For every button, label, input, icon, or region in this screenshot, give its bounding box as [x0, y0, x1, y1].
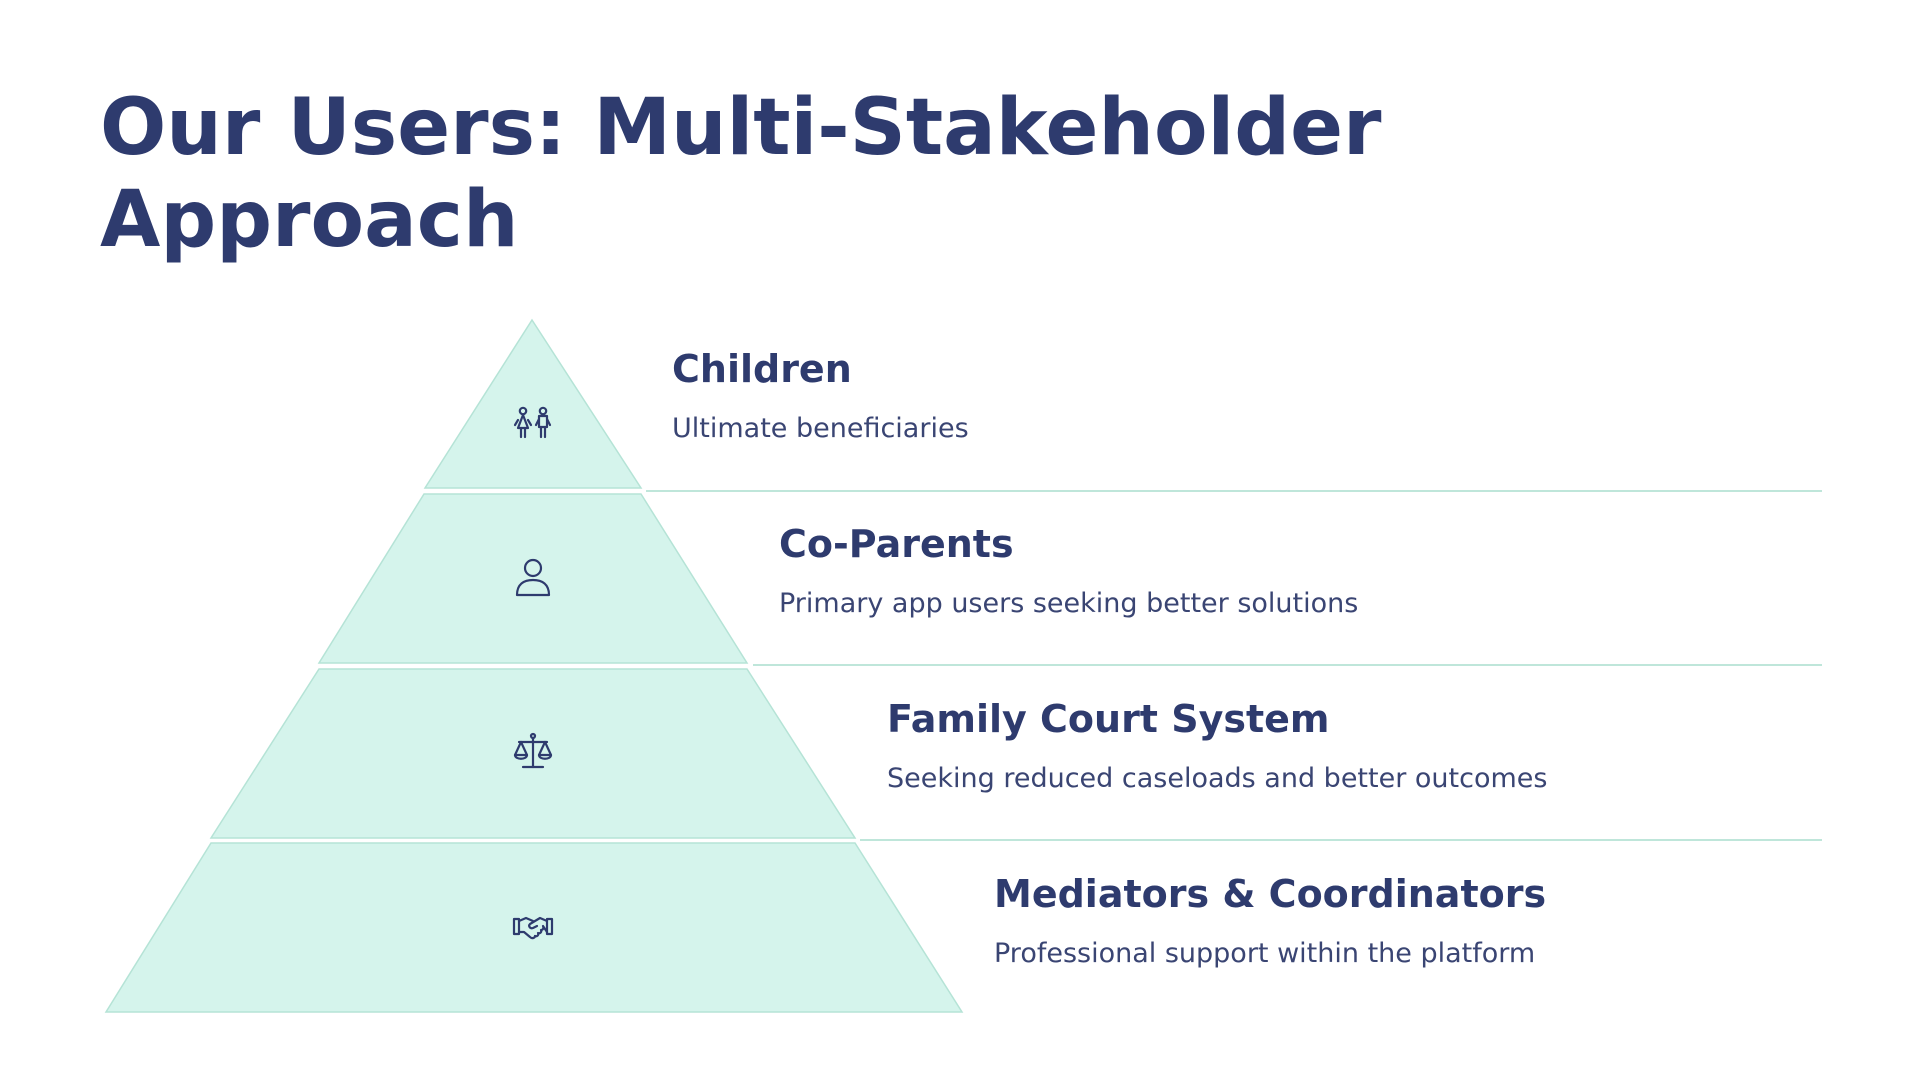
- slide-title: Our Users: Multi-Stakeholder Approach: [100, 83, 1382, 265]
- scales-of-justice-icon: [511, 730, 555, 774]
- children-icon: [511, 403, 555, 447]
- tier-text-children: Children Ultimate beneficiaries: [672, 346, 969, 446]
- person-icon: [511, 555, 555, 599]
- tier-heading-mediators: Mediators & Coordinators: [994, 872, 1547, 916]
- tier-text-co-parents: Co-Parents Primary app users seeking bet…: [779, 521, 1358, 621]
- handshake-icon: [511, 904, 555, 948]
- tier-description-mediators: Professional support within the platform: [994, 938, 1536, 969]
- tier-description-family-court: Seeking reduced caseloads and better out…: [887, 763, 1548, 794]
- tier-heading-children: Children: [672, 347, 852, 391]
- tier-heading-family-court: Family Court System: [887, 697, 1330, 741]
- tier-description-children: Ultimate beneficiaries: [672, 413, 969, 444]
- tier-text-mediators: Mediators & Coordinators Professional su…: [994, 871, 1546, 971]
- tier-description-co-parents: Primary app users seeking better solutio…: [779, 588, 1359, 619]
- tier-text-family-court: Family Court System Seeking reduced case…: [887, 696, 1547, 796]
- tier-heading-co-parents: Co-Parents: [779, 522, 1014, 566]
